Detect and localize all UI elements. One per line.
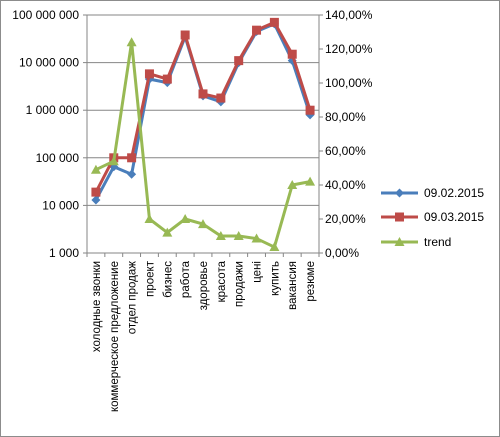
data-point-square: [180, 30, 190, 40]
data-point-triangle: [394, 237, 405, 246]
category-label: вакансия: [287, 261, 299, 310]
left-tick-label: 100 000: [36, 151, 80, 165]
category-label: работа: [180, 260, 192, 298]
data-point-square: [162, 74, 172, 84]
right-tick-label: 120,00%: [325, 42, 373, 56]
series-layer: [90, 17, 316, 252]
right-tick-label: 60,00%: [325, 144, 366, 158]
series-09.02.2015: [91, 19, 315, 205]
category-label: продажи: [234, 261, 246, 307]
left-tick-label: 10 000 000: [19, 56, 79, 70]
category-label: отдел продаж: [127, 261, 139, 335]
data-point-square: [287, 49, 297, 59]
left-tick-label: 1 000: [49, 246, 79, 260]
data-point-triangle: [287, 180, 298, 189]
category-label: резюме: [305, 261, 317, 302]
left-tick-label: 10 000: [42, 198, 79, 212]
legend-label: trend: [424, 235, 451, 249]
category-axis-labels: холодные звонки коммерческое предложение о…: [91, 260, 317, 412]
data-point-triangle: [305, 176, 316, 186]
left-tick-label: 100 000 000: [12, 8, 79, 22]
series-line: [94, 20, 312, 193]
category-label: цені: [252, 261, 264, 283]
data-point-triangle: [251, 233, 262, 243]
category-label: проект: [144, 260, 156, 297]
category-label: купить: [269, 261, 281, 296]
data-point-triangle: [162, 227, 173, 237]
right-axis-tick-labels: 0,00% 20,00% 40,00% 60,00% 80,00% 100,00% 120,…: [325, 8, 373, 260]
legend-item: trend: [381, 235, 451, 249]
data-point-triangle: [108, 156, 119, 166]
data-point-square: [252, 25, 262, 35]
data-point-diamond: [395, 188, 404, 198]
data-point-square: [395, 212, 404, 222]
data-point-triangle: [144, 214, 155, 223]
data-point-triangle: [90, 164, 101, 174]
data-point-triangle: [126, 37, 137, 47]
data-point-square: [127, 153, 137, 163]
axes: [83, 14, 323, 257]
category-label: коммерческое предложение: [109, 261, 121, 412]
data-point-triangle: [269, 242, 280, 252]
legend-label: 09.03.2015: [424, 210, 484, 224]
right-tick-label: 100,00%: [325, 76, 373, 90]
left-tick-label: 1 000 000: [26, 103, 80, 117]
left-axis-tick-labels: 1 000 10 000 100 000 1 000 000 10 000 000 100…: [12, 8, 79, 260]
category-label: бизнес: [162, 261, 174, 298]
data-point-square: [216, 93, 226, 103]
legend-label: 09.02.2015: [424, 186, 484, 200]
data-point-square: [91, 187, 101, 197]
series-trend: [90, 37, 316, 252]
data-point-square: [305, 105, 315, 115]
right-tick-label: 140,00%: [325, 8, 373, 22]
data-point-triangle: [215, 231, 226, 240]
category-label: холодные звонки: [91, 261, 103, 352]
data-point-square: [198, 89, 208, 99]
data-point-square: [144, 69, 154, 79]
legend-item: 09.02.2015: [381, 186, 484, 200]
data-point-triangle: [180, 214, 191, 223]
right-tick-label: 20,00%: [325, 212, 366, 226]
right-tick-label: 0,00%: [325, 246, 359, 260]
data-point-square: [234, 56, 244, 66]
legend: 09.02.2015 09.03.2015 trend: [381, 186, 484, 249]
legend-item: 09.03.2015: [381, 210, 484, 224]
category-label: здоровье: [198, 261, 210, 310]
data-point-triangle: [198, 219, 208, 229]
data-point-diamond: [127, 169, 137, 179]
right-tick-label: 80,00%: [325, 110, 366, 124]
right-tick-label: 40,00%: [325, 178, 366, 192]
data-point-square: [269, 17, 279, 27]
data-point-diamond: [91, 195, 101, 205]
series-line: [95, 40, 311, 249]
data-point-triangle: [233, 231, 244, 240]
category-label: красота: [216, 260, 228, 302]
